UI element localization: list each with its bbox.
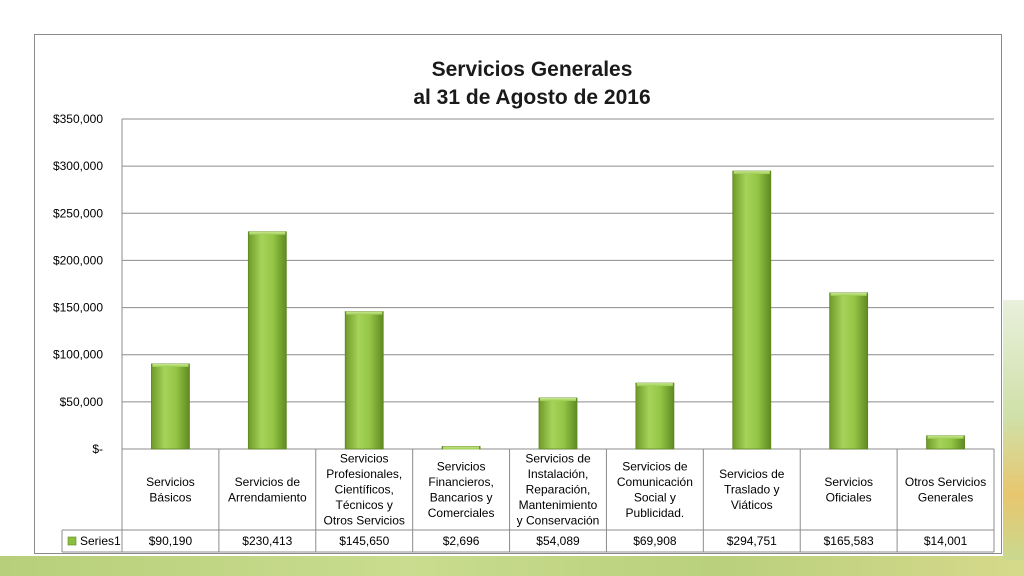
chart-title-line-2: al 31 de Agosto de 2016 bbox=[413, 86, 651, 109]
category-label: Reparación, bbox=[526, 483, 591, 497]
y-tick-label: $- bbox=[92, 442, 103, 456]
chart-title: Servicios Generales al 31 de Agosto de 2… bbox=[0, 56, 1024, 112]
y-tick-label: $350,000 bbox=[53, 112, 103, 126]
category-label: Servicios de bbox=[719, 467, 785, 481]
bar bbox=[732, 170, 772, 450]
y-tick-label: $50,000 bbox=[60, 395, 104, 409]
category-label: Servicios bbox=[340, 452, 389, 466]
category-label: Mantenimiento bbox=[519, 498, 598, 512]
category-label: Servicios de bbox=[525, 452, 591, 466]
category-label: Servicios de bbox=[235, 475, 301, 489]
legend-label: Series1 bbox=[80, 534, 121, 548]
bar-top bbox=[249, 231, 286, 235]
background-band bbox=[0, 556, 1024, 576]
category-label: Servicios de bbox=[622, 459, 688, 473]
bar bbox=[344, 311, 384, 450]
background-decoration bbox=[1003, 300, 1024, 560]
bar-top bbox=[152, 363, 189, 367]
bar-top bbox=[636, 383, 673, 387]
category-label: Servicios bbox=[437, 459, 486, 473]
table-value: $165,583 bbox=[824, 534, 874, 548]
table-value: $230,413 bbox=[242, 534, 292, 548]
chart-title-line-1: Servicios Generales bbox=[431, 58, 633, 81]
table-value: $2,696 bbox=[443, 534, 480, 548]
category-label: Otros Servicios bbox=[324, 514, 405, 528]
bar-top bbox=[733, 171, 770, 175]
y-tick-label: $150,000 bbox=[53, 301, 103, 315]
category-label: Servicios bbox=[824, 475, 873, 489]
bar-top bbox=[927, 435, 964, 439]
category-label: y Conservación bbox=[517, 514, 600, 528]
y-tick-label: $250,000 bbox=[53, 206, 103, 220]
category-label: Técnicos y bbox=[336, 498, 393, 512]
bar-top bbox=[346, 311, 383, 315]
category-label: Científicos, bbox=[335, 483, 394, 497]
bar-top bbox=[830, 292, 867, 296]
table-value: $69,908 bbox=[633, 534, 677, 548]
category-label: Comunicación bbox=[617, 475, 693, 489]
category-label: Instalación, bbox=[528, 467, 589, 481]
category-label: Profesionales, bbox=[326, 467, 402, 481]
table-value: $54,089 bbox=[536, 534, 580, 548]
legend-key bbox=[67, 536, 77, 546]
category-label: Otros Servicios bbox=[905, 475, 986, 489]
bar bbox=[635, 382, 675, 450]
category-label: Oficiales bbox=[826, 490, 872, 504]
category-label: Financieros, bbox=[428, 475, 493, 489]
bar bbox=[538, 397, 578, 450]
category-label: Publicidad. bbox=[626, 506, 685, 520]
category-label: Comerciales bbox=[428, 506, 495, 520]
category-label: Viáticos bbox=[731, 498, 773, 512]
table-value: $145,650 bbox=[339, 534, 389, 548]
category-label: Arrendamiento bbox=[228, 490, 307, 504]
bar bbox=[151, 363, 190, 450]
category-label: Traslado y bbox=[724, 483, 780, 497]
table-value: $14,001 bbox=[924, 534, 968, 548]
bar-top bbox=[540, 398, 576, 402]
y-tick-label: $200,000 bbox=[53, 253, 103, 267]
bar bbox=[829, 292, 869, 450]
table-value: $90,190 bbox=[149, 534, 193, 548]
y-tick-label: $300,000 bbox=[53, 159, 103, 173]
category-label: Generales bbox=[918, 490, 973, 504]
category-label: Servicios bbox=[146, 475, 195, 489]
table-value: $294,751 bbox=[727, 534, 777, 548]
category-label: Básicos bbox=[149, 490, 191, 504]
bar-top bbox=[443, 446, 480, 450]
y-tick-label: $100,000 bbox=[53, 348, 103, 362]
category-label: Social y bbox=[634, 490, 676, 504]
category-label: Bancarios y bbox=[430, 490, 493, 504]
bar bbox=[247, 231, 287, 450]
